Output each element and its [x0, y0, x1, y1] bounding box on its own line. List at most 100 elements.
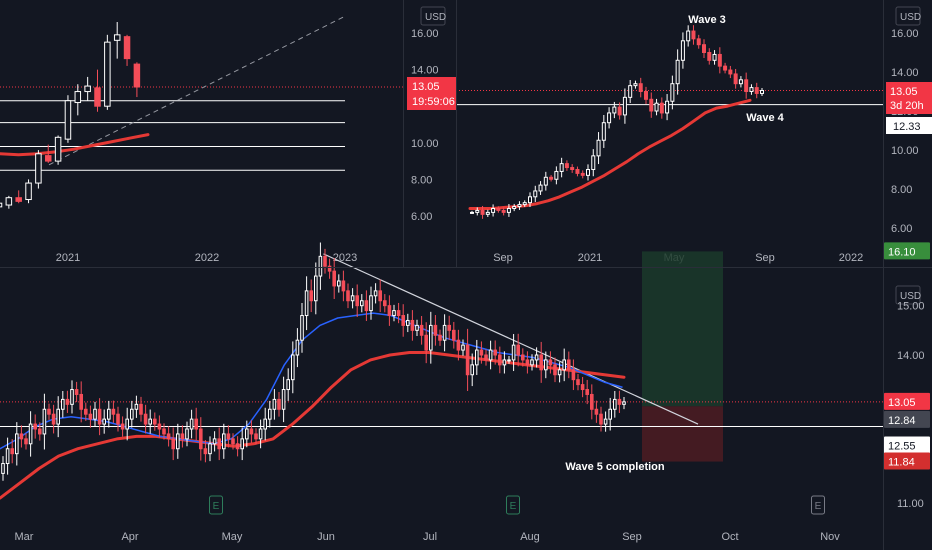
- weekly-candle[interactable]: [644, 91, 648, 100]
- daily-candle[interactable]: [438, 334, 442, 341]
- daily-candle[interactable]: [47, 408, 51, 415]
- daily-candle[interactable]: [617, 398, 622, 405]
- dashed-trendline[interactable]: [48, 16, 344, 166]
- daily-candle[interactable]: [369, 295, 373, 312]
- daily-candle[interactable]: [479, 349, 484, 356]
- weekly-candle[interactable]: [665, 100, 670, 114]
- weekly-candle[interactable]: [501, 209, 506, 213]
- daily-candle[interactable]: [291, 354, 295, 381]
- daily-candle[interactable]: [208, 443, 212, 455]
- daily-candle[interactable]: [153, 418, 157, 425]
- daily-candle[interactable]: [410, 319, 415, 331]
- weekly-candle[interactable]: [707, 52, 712, 61]
- daily-candle[interactable]: [594, 408, 599, 415]
- daily-candle[interactable]: [10, 448, 14, 455]
- daily-candle[interactable]: [295, 339, 300, 356]
- daily-candle[interactable]: [314, 275, 318, 302]
- daily-candle[interactable]: [475, 349, 479, 366]
- weekly-candle[interactable]: [475, 209, 480, 213]
- daily-candle[interactable]: [493, 349, 497, 356]
- daily-candle[interactable]: [534, 354, 539, 361]
- daily-candle[interactable]: [61, 398, 65, 410]
- daily-candle[interactable]: [84, 408, 88, 415]
- daily-candle[interactable]: [571, 369, 576, 381]
- daily-candle[interactable]: [143, 413, 148, 425]
- daily-candle[interactable]: [268, 408, 272, 420]
- daily-candle[interactable]: [157, 423, 162, 430]
- daily-candle[interactable]: [576, 379, 580, 386]
- daily-candle[interactable]: [461, 344, 465, 351]
- daily-candle[interactable]: [378, 290, 382, 302]
- daily-candle[interactable]: [580, 384, 585, 391]
- daily-candle[interactable]: [323, 255, 327, 267]
- weekly-candle[interactable]: [702, 44, 706, 54]
- weekly-candle[interactable]: [559, 163, 564, 172]
- daily-candle[interactable]: [304, 290, 309, 317]
- weekly-candle[interactable]: [696, 38, 701, 46]
- monthly-chart-panel[interactable]: USD6.008.0010.0012.0014.0016.00202120222…: [0, 6, 457, 264]
- weekly-candle[interactable]: [612, 106, 617, 114]
- daily-candle[interactable]: [516, 344, 521, 356]
- weekly-candle[interactable]: [575, 169, 580, 174]
- monthly-candle[interactable]: [123, 36, 131, 60]
- daily-candle[interactable]: [286, 379, 290, 391]
- daily-candle[interactable]: [166, 433, 171, 440]
- daily-candle[interactable]: [562, 359, 567, 371]
- weekly-candle[interactable]: [670, 83, 675, 102]
- weekly-candle[interactable]: [570, 167, 575, 171]
- daily-candle[interactable]: [88, 413, 93, 420]
- daily-candle[interactable]: [111, 408, 116, 415]
- monthly-candle[interactable]: [35, 153, 42, 184]
- daily-candle[interactable]: [235, 443, 240, 450]
- weekly-candle[interactable]: [749, 87, 754, 92]
- daily-candle[interactable]: [442, 324, 447, 341]
- weekly-candle[interactable]: [686, 30, 691, 42]
- weekly-candle[interactable]: [543, 176, 548, 186]
- daily-candle[interactable]: [263, 418, 267, 430]
- daily-candle[interactable]: [185, 428, 189, 440]
- daily-candle[interactable]: [79, 393, 84, 410]
- weekly-candle[interactable]: [733, 73, 738, 85]
- weekly-candle[interactable]: [649, 98, 654, 112]
- daily-candle[interactable]: [424, 334, 428, 351]
- daily-candle[interactable]: [217, 438, 221, 450]
- daily-candle[interactable]: [65, 398, 70, 405]
- daily-candle[interactable]: [162, 428, 166, 435]
- monthly-candle[interactable]: [54, 136, 62, 162]
- weekly-candle[interactable]: [506, 208, 511, 213]
- daily-candle[interactable]: [406, 319, 410, 326]
- daily-candle[interactable]: [567, 359, 571, 371]
- weekly-candle[interactable]: [512, 206, 517, 210]
- monthly-candle[interactable]: [45, 155, 52, 162]
- daily-candle[interactable]: [470, 364, 474, 376]
- daily-candle[interactable]: [585, 389, 590, 395]
- daily-candle[interactable]: [544, 359, 548, 371]
- daily-candle[interactable]: [102, 418, 107, 425]
- daily-candle[interactable]: [70, 389, 74, 405]
- daily-candle[interactable]: [392, 310, 396, 317]
- daily-candle[interactable]: [415, 324, 419, 331]
- daily-candle[interactable]: [125, 418, 130, 430]
- weekly-candle[interactable]: [538, 184, 543, 192]
- monthly-candle[interactable]: [133, 63, 141, 88]
- daily-candle[interactable]: [226, 433, 231, 440]
- weekly-candle[interactable]: [754, 87, 759, 94]
- daily-candle[interactable]: [194, 418, 198, 430]
- weekly-candle[interactable]: [738, 79, 743, 85]
- weekly-candle[interactable]: [601, 122, 606, 141]
- monthly-candle[interactable]: [104, 41, 111, 107]
- daily-candle[interactable]: [613, 398, 617, 410]
- weekly-candle[interactable]: [480, 209, 485, 215]
- support-price-badge[interactable]: [886, 117, 932, 134]
- daily-candle[interactable]: [300, 315, 304, 341]
- monthly-candle[interactable]: [113, 34, 121, 41]
- weekly-candle[interactable]: [628, 85, 633, 98]
- daily-candle[interactable]: [258, 428, 263, 440]
- daily-candle[interactable]: [240, 438, 244, 450]
- downtrend-line[interactable]: [323, 253, 699, 425]
- daily-candle[interactable]: [28, 423, 33, 445]
- daily-candle[interactable]: [350, 295, 355, 302]
- daily-candle[interactable]: [396, 310, 401, 317]
- stop-loss-zone[interactable]: [642, 406, 723, 462]
